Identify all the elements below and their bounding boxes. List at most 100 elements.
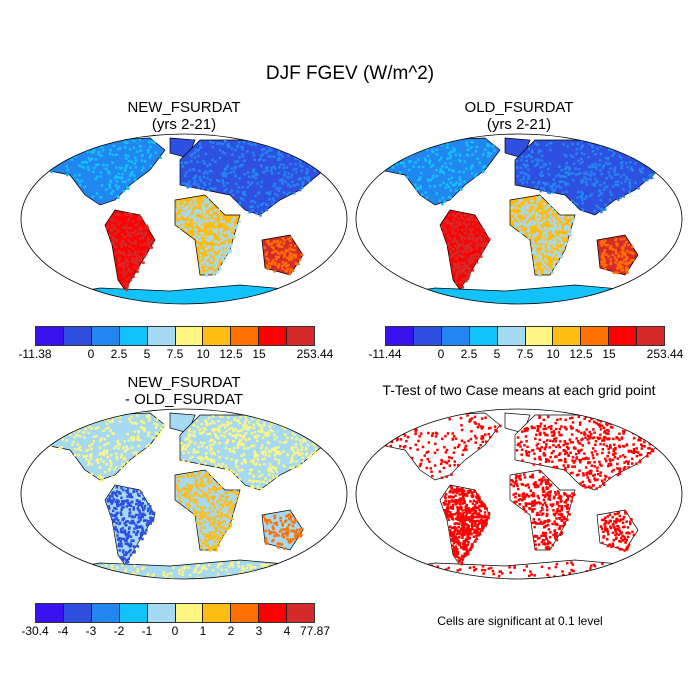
- grid-cell: [547, 242, 550, 245]
- grid-cell: [470, 255, 473, 258]
- grid-cell: [267, 262, 271, 265]
- grid-cell: [296, 157, 299, 160]
- grid-cell: [452, 248, 455, 251]
- grid-cell: [546, 234, 549, 238]
- grid-cell: [119, 262, 123, 266]
- grid-cell: [568, 513, 571, 516]
- grid-cell: [517, 223, 521, 226]
- grid-cell: [264, 539, 268, 543]
- grid-cell: [471, 502, 475, 505]
- grid-cell: [114, 528, 118, 532]
- grid-cell: [238, 220, 241, 223]
- grid-cell: [222, 237, 225, 241]
- grid-cell: [139, 243, 143, 247]
- grid-cell: [179, 500, 183, 504]
- grid-cell: [435, 148, 438, 152]
- grid-cell: [118, 256, 121, 260]
- grid-cell: [127, 154, 130, 158]
- grid-cell: [88, 144, 92, 147]
- grid-cell: [460, 268, 464, 272]
- grid-cell: [450, 505, 453, 508]
- grid-cell: [554, 240, 558, 244]
- grid-cell: [467, 235, 470, 239]
- grid-cell: [630, 245, 634, 249]
- grid-cell: [605, 244, 608, 247]
- grid-cell: [517, 475, 521, 479]
- grid-cell: [217, 420, 220, 423]
- grid-cell: [286, 144, 290, 148]
- grid-cell: [571, 178, 575, 182]
- grid-cell: [461, 525, 464, 529]
- grid-cell: [223, 514, 226, 517]
- grid-cell: [562, 234, 565, 237]
- grid-cell: [324, 440, 328, 444]
- grid-cell: [625, 270, 629, 273]
- grid-cell: [527, 229, 531, 232]
- grid-cell: [482, 524, 485, 527]
- grid-cell: [561, 191, 565, 194]
- grid-cell: [94, 158, 98, 161]
- grid-cell: [651, 164, 654, 167]
- grid-cell: [567, 507, 571, 510]
- grid-cell: [441, 165, 444, 168]
- grid-cell: [195, 565, 198, 569]
- grid-cell: [563, 153, 566, 157]
- grid-cell: [443, 220, 447, 223]
- grid-cell: [127, 218, 131, 221]
- grid-cell: [658, 168, 661, 172]
- grid-cell: [522, 222, 525, 226]
- panel-2-title: OLD_FSURDAT (yrs 2-21): [355, 99, 683, 133]
- grid-cell: [108, 494, 112, 498]
- grid-cell: [147, 414, 150, 417]
- grid-cell: [310, 427, 313, 430]
- grid-cell: [462, 539, 466, 543]
- grid-cell: [600, 207, 603, 211]
- grid-cell: [447, 185, 450, 189]
- grid-cell: [538, 463, 542, 466]
- grid-cell: [551, 207, 554, 211]
- grid-cell: [229, 224, 232, 227]
- grid-cell: [546, 542, 549, 546]
- grid-cell: [213, 230, 216, 233]
- grid-cell: [195, 209, 198, 212]
- grid-cell: [203, 538, 207, 542]
- grid-cell: [282, 536, 286, 539]
- grid-cell: [231, 449, 235, 453]
- grid-cell: [628, 186, 632, 189]
- grid-cell: [113, 227, 117, 231]
- grid-cell: [513, 225, 517, 228]
- grid-cell: [188, 427, 191, 431]
- grid-cell: [465, 272, 469, 276]
- grid-cell: [233, 148, 237, 152]
- grid-cell: [573, 202, 577, 205]
- grid-cell: [260, 446, 263, 450]
- grid-cell: [295, 528, 299, 532]
- grid-cell: [402, 445, 406, 449]
- grid-cell: [562, 247, 565, 251]
- grid-cell: [459, 182, 463, 186]
- grid-cell: [581, 201, 585, 205]
- grid-cell: [198, 142, 202, 145]
- grid-cell: [141, 236, 145, 239]
- grid-cell: [261, 436, 265, 439]
- grid-cell: [429, 467, 432, 470]
- grid-cell: [129, 174, 132, 178]
- grid-cell: [544, 531, 548, 535]
- grid-cell: [121, 176, 124, 179]
- grid-cell: [177, 480, 181, 483]
- grid-cell: [564, 175, 568, 178]
- grid-cell: [533, 248, 536, 252]
- grid-cell: [217, 544, 220, 547]
- grid-cell: [452, 451, 456, 454]
- grid-cell: [224, 237, 228, 241]
- grid-cell: [548, 496, 551, 499]
- grid-cell: [428, 184, 432, 188]
- grid-cell: [107, 441, 110, 445]
- grid-cell: [527, 174, 530, 177]
- grid-cell: [227, 246, 230, 250]
- grid-cell: [304, 453, 308, 456]
- grid-cell: [546, 494, 550, 497]
- grid-cell: [77, 448, 81, 451]
- grid-cell: [463, 219, 466, 222]
- grid-cell: [382, 436, 385, 439]
